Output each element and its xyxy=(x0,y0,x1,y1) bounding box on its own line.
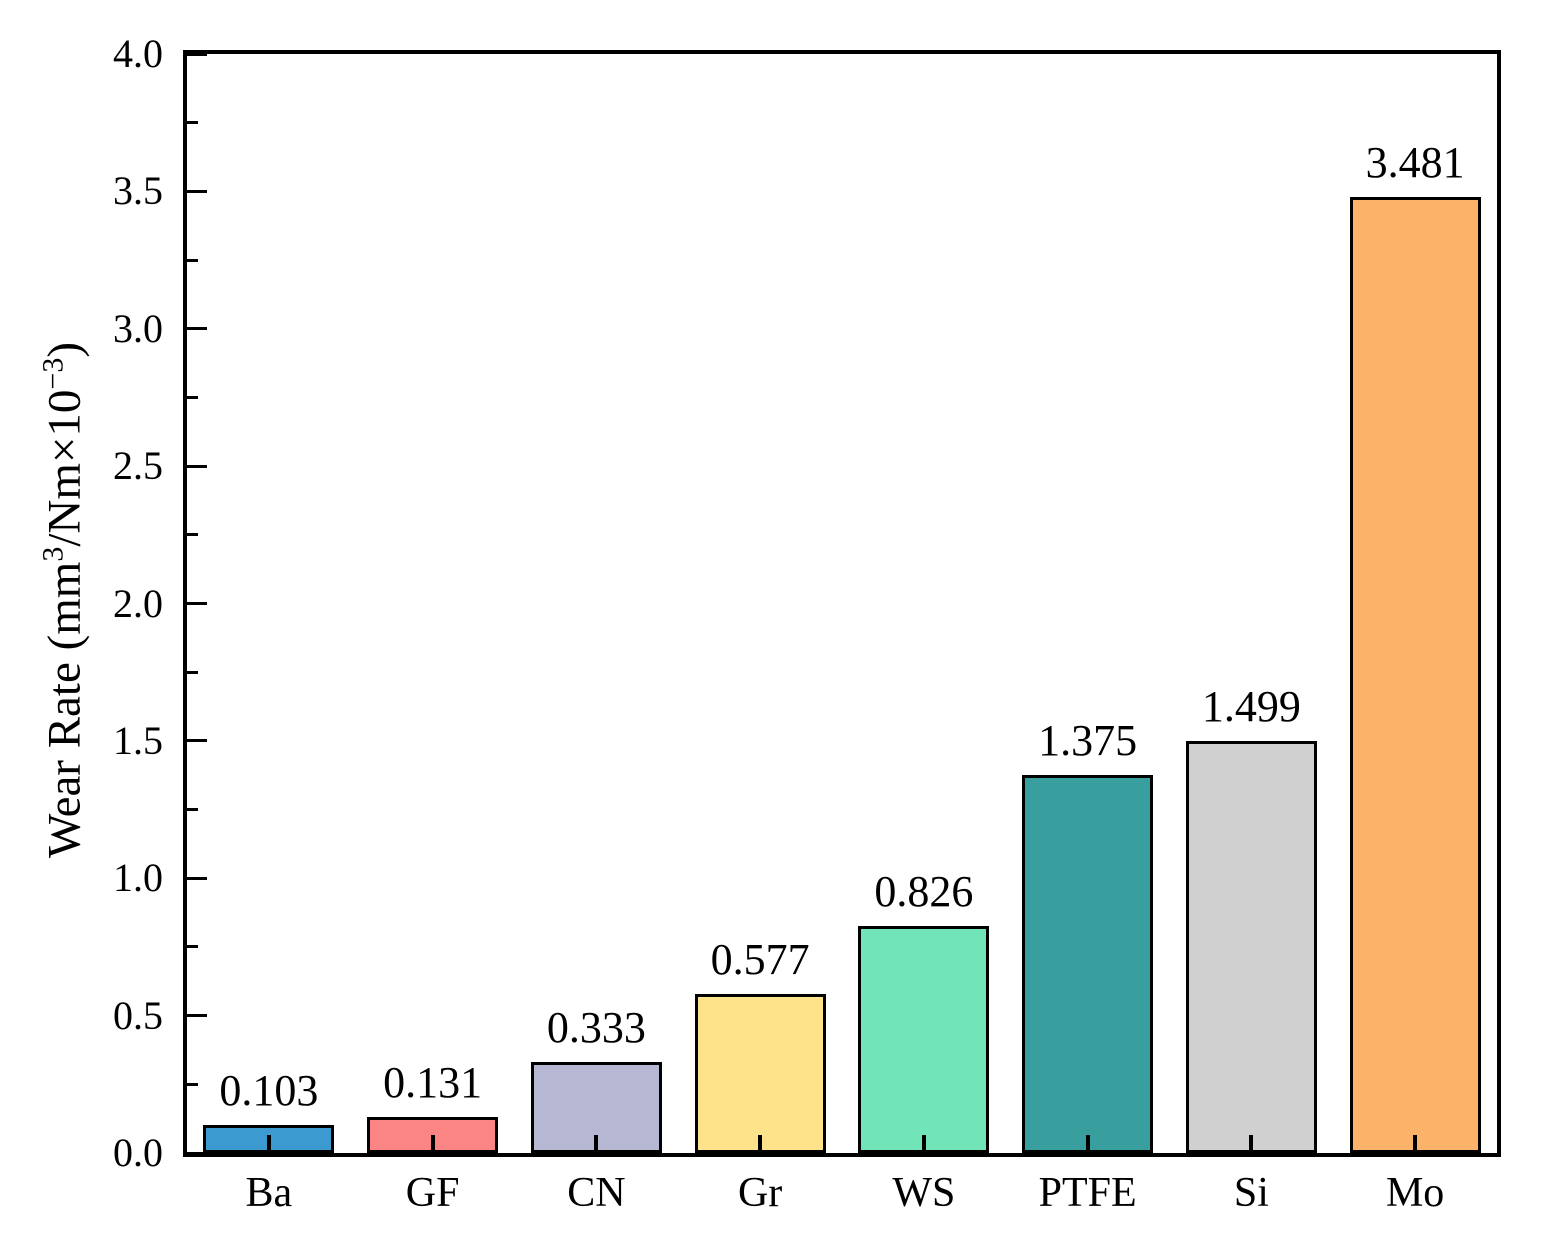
y-tick-label-1.5: 1.5 xyxy=(113,717,163,763)
x-axis-tick-WS xyxy=(921,1135,926,1153)
bar-WS xyxy=(858,926,990,1153)
plot-area: 0.103 0.131 0.333 0.577 0.826 1.375 1.499 3.481 xyxy=(183,50,1501,1157)
bar-Si xyxy=(1185,741,1317,1153)
y-tick-label-2.5: 2.5 xyxy=(113,443,163,489)
y-axis-minor-tick-0.25 xyxy=(187,1082,198,1086)
x-category-label-CN: CN xyxy=(567,1170,626,1216)
bar-PTFE xyxy=(1022,775,1154,1153)
y-tick-label-3.5: 3.5 xyxy=(113,168,163,214)
x-axis-tick-GF xyxy=(430,1135,435,1153)
x-category-label-Gr: Gr xyxy=(737,1170,783,1216)
bar-value-label-PTFE: 1.375 xyxy=(1038,716,1138,765)
y-tick-label-4: 4.0 xyxy=(113,31,163,76)
bar-value-label-Ba: 0.103 xyxy=(219,1066,319,1115)
y-axis-major-tick-0.5 xyxy=(187,1014,207,1018)
x-category-label-Si: Si xyxy=(1233,1170,1269,1216)
x-category-label-Mo: Mo xyxy=(1385,1170,1445,1216)
y-axis-minor-tick-3.25 xyxy=(187,258,198,262)
y-axis-major-tick-1 xyxy=(187,876,207,880)
x-category-label-WS: WS xyxy=(892,1170,956,1216)
y-axis-major-tick-1.5 xyxy=(187,739,207,743)
bar-value-label-CN: 0.333 xyxy=(546,1003,646,1052)
bar-value-label-GF: 0.131 xyxy=(383,1058,483,1107)
y-tick-label-1: 1.0 xyxy=(113,855,163,901)
x-axis-tick-Si xyxy=(1249,1135,1254,1153)
bar-value-label-Mo: 3.481 xyxy=(1365,138,1465,187)
y-axis-major-tick-4 xyxy=(187,52,207,56)
y-axis-minor-tick-1.25 xyxy=(187,808,198,812)
y-axis-major-tick-0 xyxy=(187,1151,207,1155)
bar-value-label-WS: 0.826 xyxy=(874,867,974,916)
x-category-label-GF: GF xyxy=(405,1170,460,1216)
x-category-label-Ba: Ba xyxy=(245,1170,293,1216)
y-tick-label-0: 0.0 xyxy=(113,1130,163,1175)
bar-Gr xyxy=(694,994,826,1153)
y-axis-minor-tick-3.75 xyxy=(187,121,198,125)
y-axis-minor-tick-0.75 xyxy=(187,945,198,949)
y-axis-major-tick-3 xyxy=(187,327,207,331)
x-category-label-PTFE: PTFE xyxy=(1038,1170,1137,1216)
y-axis-minor-tick-1.75 xyxy=(187,670,198,674)
y-axis-major-tick-2 xyxy=(187,602,207,605)
y-axis-minor-tick-2.75 xyxy=(187,395,198,399)
y-tick-label-2: 2.0 xyxy=(113,580,163,626)
x-axis-category-labels: Ba GF CN Gr WS PTFE Si Mo xyxy=(187,1166,1497,1226)
x-axis-tick-Mo xyxy=(1413,1135,1418,1153)
y-axis-major-tick-3.5 xyxy=(187,189,207,193)
x-axis-tick-PTFE xyxy=(1085,1135,1090,1153)
x-axis-tick-Gr xyxy=(758,1135,763,1153)
y-tick-label-3: 3.0 xyxy=(113,305,163,351)
bar-Mo xyxy=(1349,197,1481,1153)
y-tick-label-0.5: 0.5 xyxy=(113,992,163,1038)
bar-value-label-Si: 1.499 xyxy=(1201,682,1301,731)
y-axis-tick-labels: 0.0 0.5 1.0 1.5 2.0 2.5 3.0 3.5 4.0 xyxy=(0,31,163,1175)
x-axis-tick-Ba xyxy=(266,1135,271,1153)
y-axis-minor-tick-2.25 xyxy=(187,533,198,537)
bar-value-label-Gr: 0.577 xyxy=(710,935,810,984)
x-axis-tick-CN xyxy=(594,1135,599,1153)
y-axis-major-tick-2.5 xyxy=(187,464,207,468)
